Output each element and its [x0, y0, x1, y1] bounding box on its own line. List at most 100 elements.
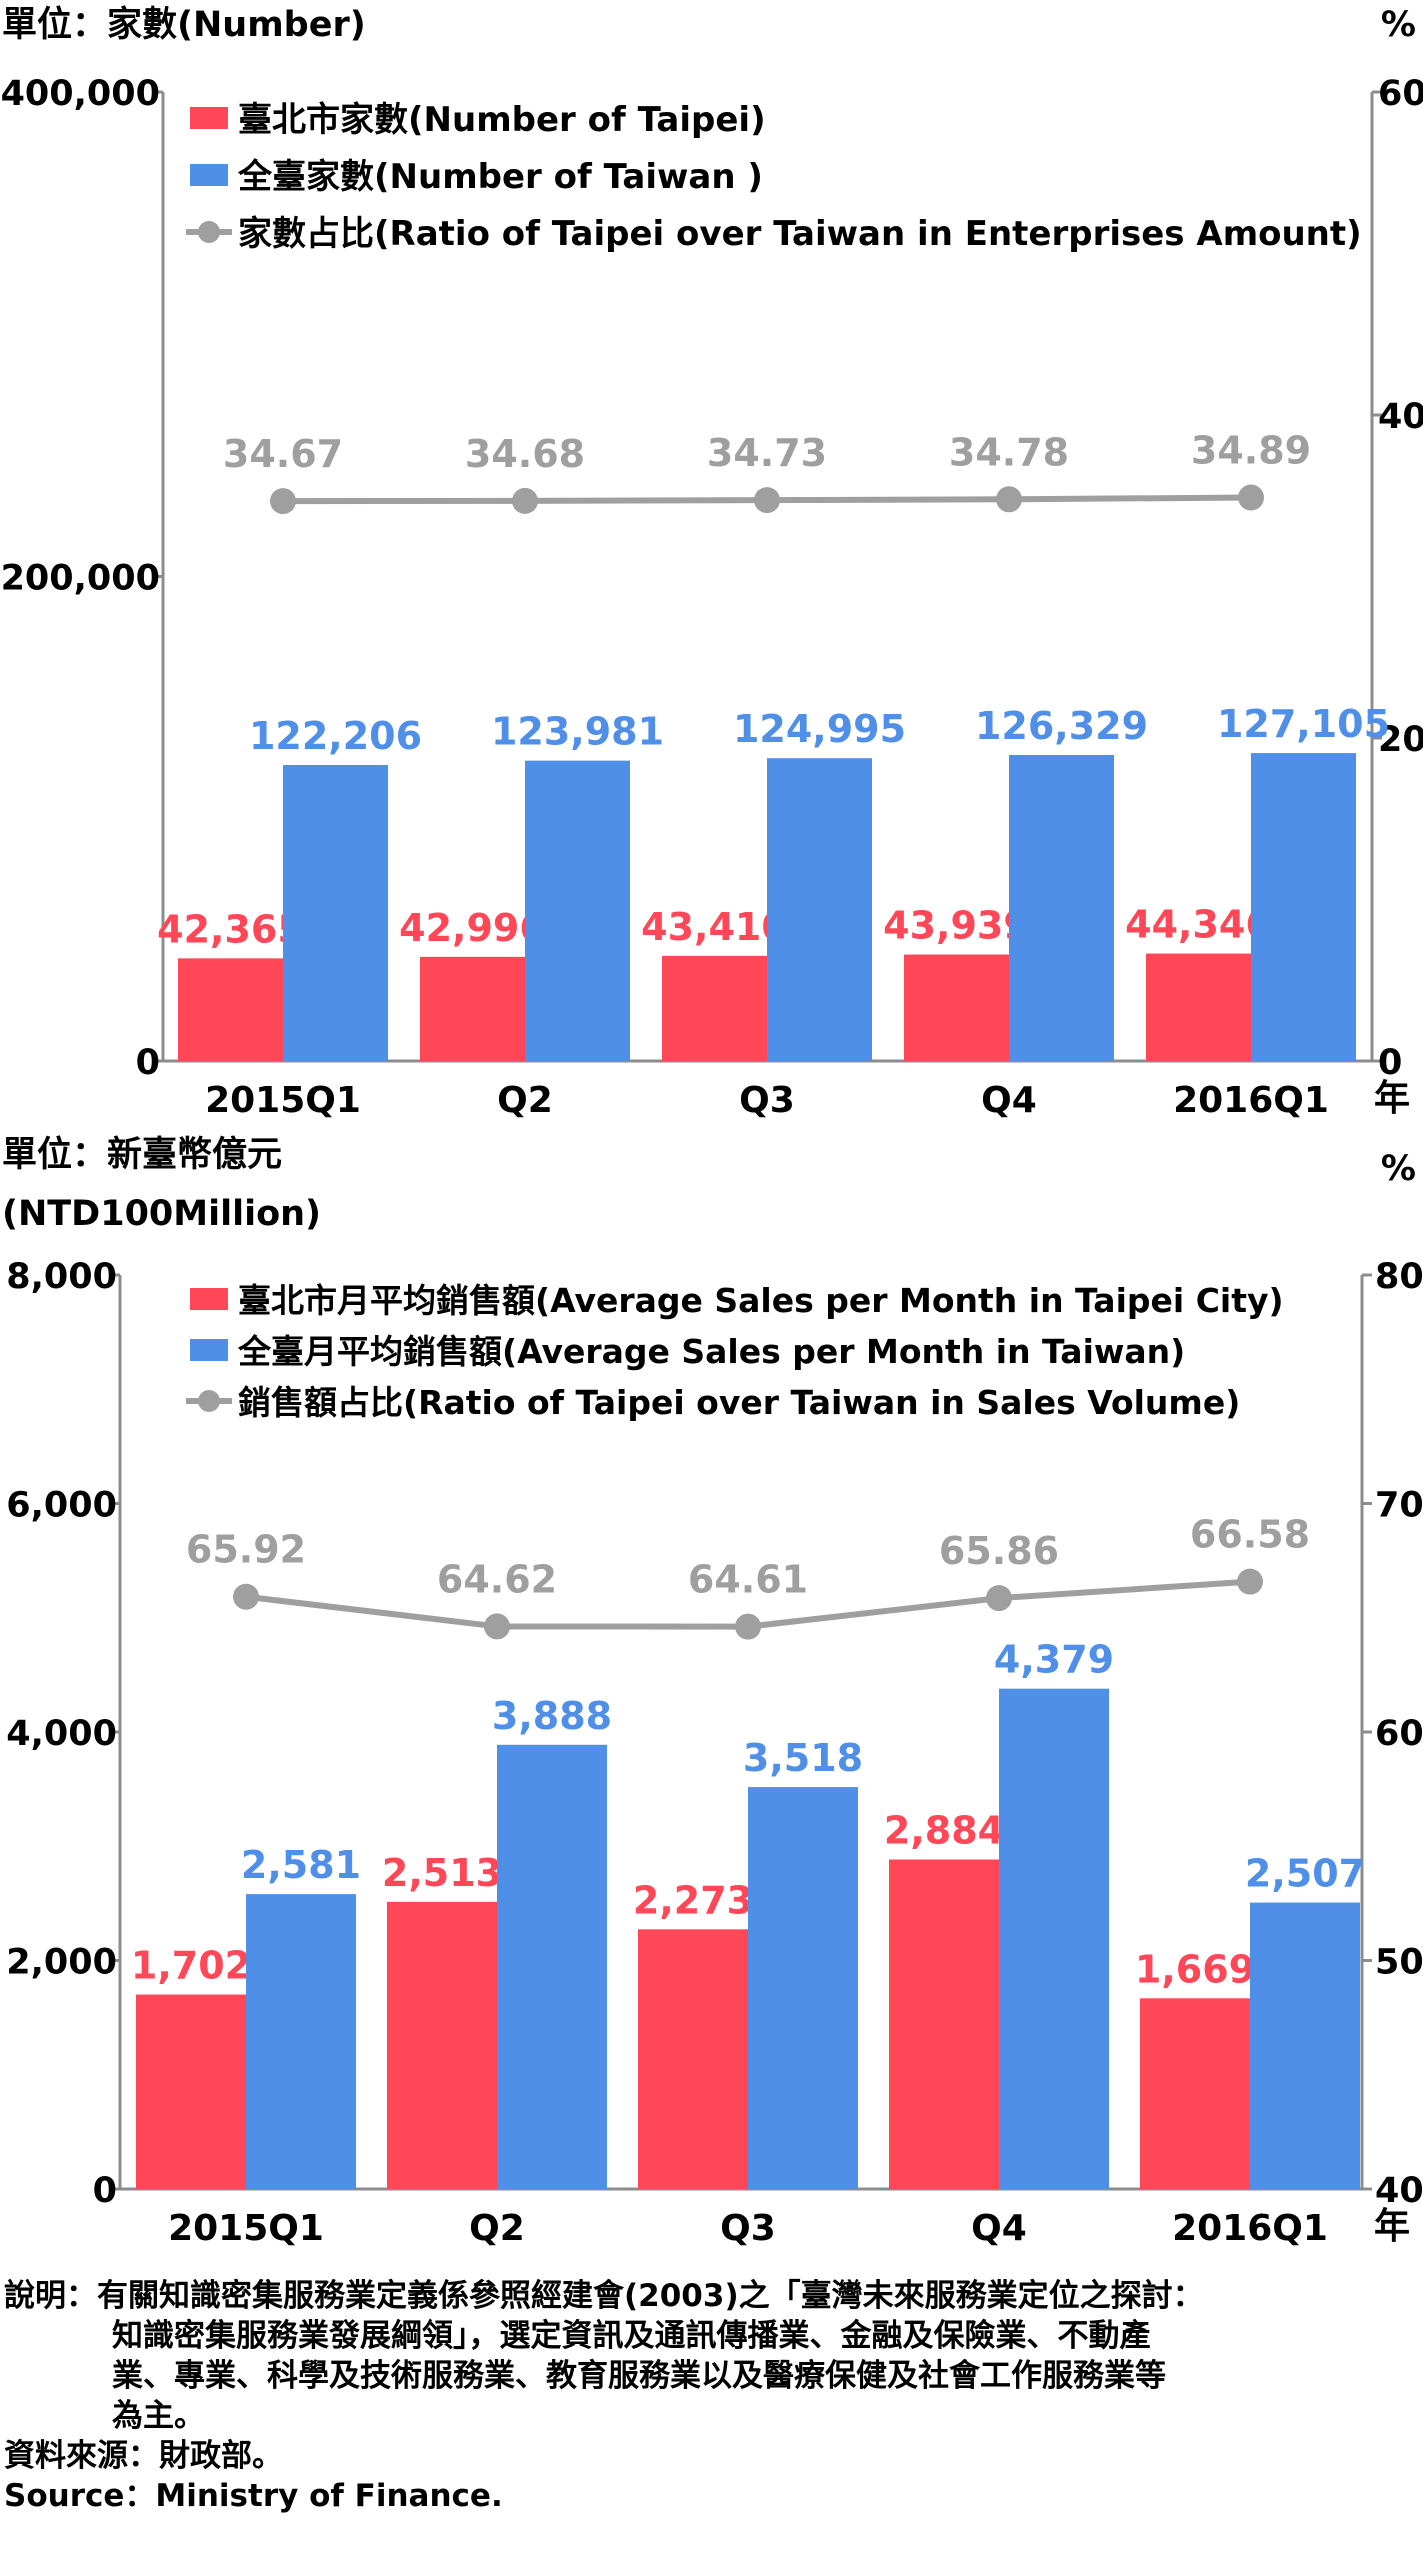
note-line-2: 知識密集服務業發展綱領」，選定資訊及通訊傳播業、金融及保險業、不動產: [112, 2318, 1151, 2354]
chart1-ratio-label: 65.92: [186, 1528, 306, 1572]
chart0-ratio-label: 34.89: [1191, 429, 1311, 473]
note-line-1: 說明：有關知識密集服務業定義係參照經建會(2003)之「臺灣未來服務業定位之探討…: [4, 2278, 1204, 2314]
chart1-legend-swatch: [190, 1339, 228, 1361]
chart1-ratio-label: 66.58: [1190, 1513, 1310, 1557]
chart0-bar-label: 44,346: [1125, 903, 1272, 947]
chart1-year-label: 年: [1374, 2206, 1410, 2247]
chart0-y-tick-label: 0: [136, 1043, 160, 1083]
chart1-legend-swatch: [190, 1288, 228, 1310]
chart0-legend-swatch: [190, 164, 228, 186]
chart1-bar-label: 4,379: [994, 1638, 1114, 1682]
chart0-bar-taipei: [420, 956, 525, 1061]
chart0-x-tick-label: Q2: [497, 1080, 553, 1121]
chart1-unit-left: 單位：新臺幣億元: [2, 1135, 282, 1175]
chart1-bar-taipei: [387, 1901, 497, 2189]
chart0-bar-taipei: [178, 958, 283, 1061]
chart0-bar-label: 123,981: [491, 710, 664, 754]
note-line-4: 為主。: [112, 2398, 205, 2434]
chart1-y2-tick-label: 40: [1375, 2171, 1423, 2211]
chart0-bar-taipei: [662, 955, 767, 1061]
source-en: Source：Ministry of Finance.: [4, 2478, 503, 2514]
chart1-y-tick-label: 2,000: [6, 1943, 117, 1983]
chart0-bar-label: 127,105: [1217, 702, 1390, 746]
chart1-ratio-point: [986, 1585, 1012, 1612]
chart1-bar-taiwan: [1250, 1902, 1360, 2189]
chart0-ratio-point: [754, 487, 780, 514]
chart1-bar-label: 2,884: [884, 1809, 1004, 1853]
chart0-x-tick-label: Q4: [981, 1080, 1037, 1121]
chart1-bar-label: 2,581: [241, 1843, 361, 1887]
chart0-bar-taiwan: [1251, 753, 1356, 1061]
chart0-ratio-label: 34.68: [465, 432, 585, 476]
chart0-legend-label: 臺北市家數(Number of Taipei): [238, 100, 766, 140]
chart0-x-tick-label: 2015Q1: [205, 1080, 361, 1121]
chart1-bar-taipei: [638, 1929, 748, 2189]
chart1-bar-label: 1,669: [1135, 1947, 1255, 1991]
chart1-x-tick-label: Q2: [469, 2208, 525, 2249]
chart1-bar-taiwan: [999, 1688, 1109, 2189]
chart1-bar-label: 1,702: [131, 1944, 251, 1988]
chart0-bar-taiwan: [1009, 754, 1114, 1061]
chart1-x-tick-label: 2015Q1: [168, 2208, 324, 2249]
chart1-y2-tick-label: 80: [1375, 1257, 1423, 1297]
chart0-y2-tick-label: 60: [1378, 74, 1423, 114]
chart0-bar-label: 43,939: [883, 904, 1030, 948]
chart1-bar-label: 2,507: [1245, 1852, 1365, 1896]
chart0-bar-label: 122,206: [249, 714, 422, 758]
chart0-ratio-point: [270, 488, 296, 515]
chart0-y-tick-label: 400,000: [1, 74, 160, 114]
chart1-bar-label: 3,888: [492, 1694, 612, 1738]
chart1-legend-label: 全臺月平均銷售額(Average Sales per Month in Taiw…: [237, 1332, 1185, 1371]
chart0-bar-label: 42,996: [399, 906, 546, 950]
chart0-ratio-point: [1238, 484, 1264, 511]
chart1-bar-taiwan: [246, 1894, 356, 2189]
chart1-bar-taipei: [889, 1859, 999, 2189]
chart0-bar-taipei: [904, 954, 1009, 1061]
chart0-legend-marker: [198, 221, 220, 243]
chart0-x-tick-label: Q3: [739, 1080, 795, 1121]
chart0-year-label: 年: [1374, 1078, 1410, 1119]
chart0-legend-label: 全臺家數(Number of Taiwan ): [237, 157, 763, 197]
chart0-bar-taiwan: [283, 764, 388, 1061]
chart0-bar-label: 126,329: [975, 704, 1148, 748]
chart0-ratio-label: 34.73: [707, 431, 827, 475]
chart1-bar-taiwan: [748, 1787, 858, 2189]
chart1-bar-label: 2,273: [633, 1878, 753, 1922]
chart1-ratio-label: 65.86: [939, 1529, 1059, 1573]
chart1-ratio-point: [233, 1583, 259, 1610]
notes-block: 說明：有關知識密集服務業定義係參照經建會(2003)之「臺灣未來服務業定位之探討…: [4, 2276, 1204, 2516]
chart0-y2-tick-label: 0: [1378, 1043, 1402, 1083]
chart1-legend-marker: [198, 1390, 220, 1412]
chart1-unit-left-2: (NTD100Million): [2, 1194, 321, 1234]
chart0-legend-label: 家數占比(Ratio of Taipei over Taiwan in Ente…: [238, 214, 1362, 254]
chart1-unit-right: %: [1381, 1149, 1416, 1189]
chart0-ratio-label: 34.78: [949, 430, 1069, 474]
chart1-y-tick-label: 6,000: [6, 1486, 117, 1526]
chart1-y2-tick-label: 60: [1375, 1714, 1423, 1754]
chart1-x-tick-label: Q4: [971, 2208, 1027, 2249]
chart1-ratio-point: [484, 1613, 510, 1640]
chart1-x-tick-label: 2016Q1: [1172, 2208, 1328, 2249]
chart0-bar-taiwan: [767, 758, 872, 1061]
chart1-y-tick-label: 0: [93, 2171, 117, 2211]
chart1-ratio-label: 64.61: [688, 1558, 808, 1602]
chart1-bar-label: 3,518: [743, 1736, 863, 1780]
chart1-y2-tick-label: 50: [1375, 1943, 1423, 1983]
chart0-unit-right: %: [1381, 5, 1416, 45]
chart1-bar-taipei: [1140, 1998, 1250, 2189]
chart0-ratio-label: 34.67: [223, 432, 343, 476]
chart1-ratio-point: [735, 1613, 761, 1640]
chart0-bar-label: 42,365: [157, 907, 304, 951]
chart1-y-tick-label: 8,000: [6, 1257, 117, 1297]
chart0-y2-tick-label: 40: [1378, 397, 1423, 437]
chart0-legend-swatch: [190, 107, 228, 129]
chart0-bar-label: 124,995: [733, 707, 906, 751]
chart1-y-tick-label: 4,000: [6, 1714, 117, 1754]
chart0-ratio-point: [996, 486, 1022, 513]
chart0-bar-taiwan: [525, 760, 630, 1061]
chart1-bar-taipei: [136, 1994, 246, 2189]
chart1-legend-label: 銷售額占比(Ratio of Taipei over Taiwan in Sal…: [238, 1383, 1240, 1422]
chart0-x-tick-label: 2016Q1: [1173, 1080, 1329, 1121]
chart0-bar-taipei: [1146, 953, 1251, 1061]
